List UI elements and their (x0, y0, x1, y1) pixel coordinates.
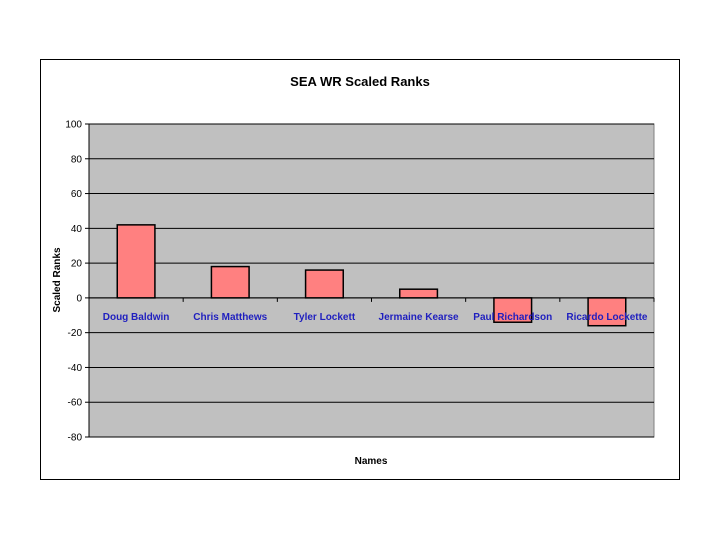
x-category-label: Doug Baldwin (103, 312, 170, 323)
y-tick-label: 60 (71, 189, 83, 200)
x-category-label: Chris Matthews (193, 312, 267, 323)
bar (116, 224, 156, 299)
bar (493, 297, 533, 323)
x-category-label: Jermaine Kearse (379, 312, 459, 323)
y-tick-label: 100 (65, 120, 82, 131)
y-tick-label: 20 (71, 259, 83, 270)
x-axis-category-labels: Doug Baldwin Chris Matthews Tyler Lockett J… (88, 297, 655, 323)
bar (304, 269, 345, 299)
x-axis-title: Names (355, 456, 388, 467)
bar (399, 288, 439, 299)
y-tick-label: -20 (68, 328, 83, 339)
plot-area (88, 123, 655, 438)
chart-title: SEA WR Scaled Ranks (290, 74, 430, 89)
bar (210, 265, 250, 299)
x-category-label: Tyler Lockett (294, 312, 356, 323)
y-tick-label: -40 (68, 363, 83, 374)
y-tick-label: 0 (76, 293, 82, 304)
x-category-label: Paul Richardson (473, 312, 552, 323)
x-category-label: Ricardo Lockette (566, 312, 648, 323)
y-axis-ticks: 100 80 60 40 20 0 -20 -40 -60 -80 (65, 120, 90, 444)
y-axis-title: Scaled Ranks (52, 247, 63, 312)
y-tick-label: -60 (68, 398, 83, 409)
y-tick-label: 80 (71, 154, 83, 165)
y-tick-label: 40 (71, 224, 83, 235)
y-tick-label: -80 (68, 433, 83, 444)
